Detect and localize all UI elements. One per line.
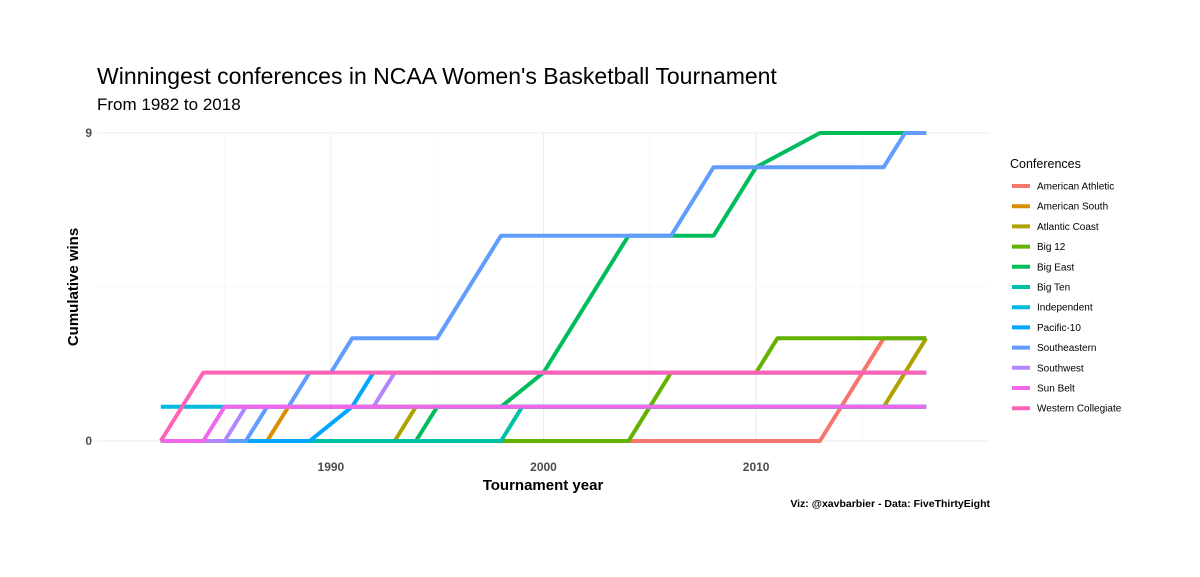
series-line-sun-belt xyxy=(160,404,927,443)
legend-label: Southwest xyxy=(1037,363,1084,374)
legend-item: Independent xyxy=(1012,303,1093,314)
chart-title: Winningest conferences in NCAA Women's B… xyxy=(97,63,777,89)
y-axis-title: Cumulative wins xyxy=(65,228,82,346)
legend-item: American Athletic xyxy=(1012,182,1114,193)
x-tick-label: 2000 xyxy=(530,460,557,474)
y-axis-ticks: 09 xyxy=(85,126,92,448)
legend-label: Western Collegiate xyxy=(1037,404,1122,415)
legend-item: American South xyxy=(1012,202,1108,213)
legend-item: Big East xyxy=(1012,262,1074,273)
x-tick-label: 2010 xyxy=(743,460,770,474)
legend-item: Sun Belt xyxy=(1012,384,1075,395)
legend-label: Big 12 xyxy=(1037,242,1066,253)
series-line-big-east xyxy=(160,131,927,443)
y-tick-label: 9 xyxy=(85,126,92,140)
legend-item: Big Ten xyxy=(1012,283,1070,294)
legend-item: Western Collegiate xyxy=(1012,404,1122,415)
legend-label: American Athletic xyxy=(1037,182,1114,193)
legend: Conferences American Athletic American So… xyxy=(1010,157,1122,415)
legend-label: Independent xyxy=(1037,303,1093,314)
legend-item: Pacific-10 xyxy=(1012,323,1081,334)
legend-label: Pacific-10 xyxy=(1037,323,1081,334)
series-lines xyxy=(159,131,928,443)
legend-label: Atlantic Coast xyxy=(1037,222,1099,233)
x-axis-title: Tournament year xyxy=(483,477,604,494)
legend-label: Sun Belt xyxy=(1037,384,1075,395)
y-tick-label: 0 xyxy=(85,434,92,448)
legend-item: Southeastern xyxy=(1012,343,1097,354)
x-tick-label: 1990 xyxy=(318,460,345,474)
legend-label: Southeastern xyxy=(1037,343,1097,354)
legend-label: Big East xyxy=(1037,262,1074,273)
legend-label: American South xyxy=(1037,202,1108,213)
series-line-american-athletic xyxy=(628,336,927,443)
legend-item: Southwest xyxy=(1012,363,1084,374)
x-axis-ticks: 1990 2000 2010 xyxy=(318,460,770,474)
grid xyxy=(97,132,990,442)
caption: Viz: @xavbarbier - Data: FiveThirtyEight xyxy=(790,498,990,510)
legend-title: Conferences xyxy=(1010,157,1081,171)
legend-label: Big Ten xyxy=(1037,283,1070,294)
series-line-western-collegiate xyxy=(159,370,927,443)
legend-item: Big 12 xyxy=(1012,242,1066,253)
chart-subtitle: From 1982 to 2018 xyxy=(97,95,241,114)
legend-item: Atlantic Coast xyxy=(1012,222,1099,233)
